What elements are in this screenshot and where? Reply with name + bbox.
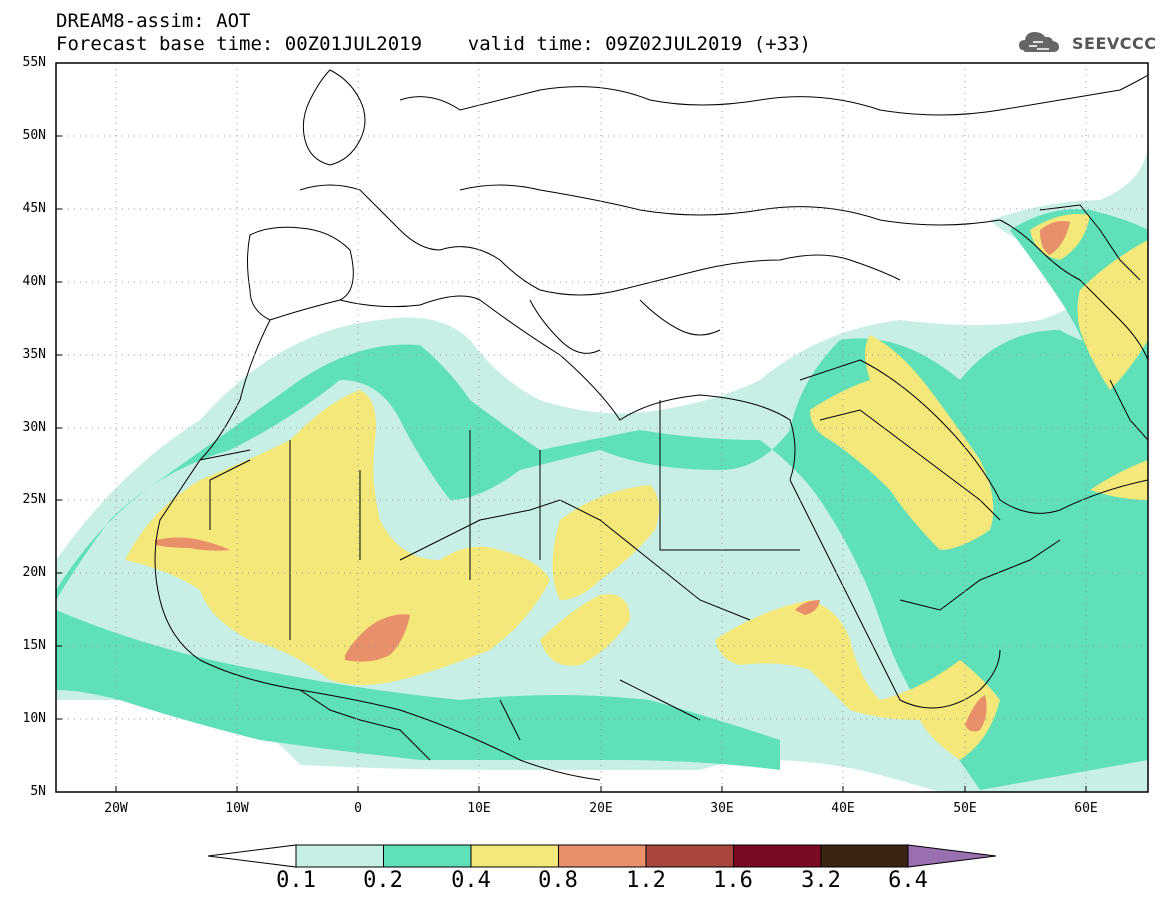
colorbar-label: 0.2 bbox=[363, 868, 403, 893]
aot-0.4-arabia bbox=[810, 335, 994, 550]
aot-0.8-niger bbox=[345, 614, 410, 662]
aot-0.8-turkmen bbox=[1040, 221, 1070, 255]
colorbar-cell bbox=[470, 844, 559, 868]
aot-0.4-chad bbox=[540, 594, 630, 666]
lon-label: 40E bbox=[831, 801, 855, 816]
lon-label: 30E bbox=[710, 801, 734, 816]
lat-label: 30N bbox=[22, 420, 46, 435]
cloud-logo-icon bbox=[1019, 32, 1059, 52]
colorbar-cell bbox=[558, 844, 647, 868]
colorbar-cell bbox=[383, 844, 472, 868]
colorbar-cell bbox=[733, 844, 822, 868]
lat-label: 45N bbox=[22, 201, 46, 216]
colorbar-label: 3.2 bbox=[801, 868, 841, 893]
lon-label: 0 bbox=[354, 801, 362, 816]
lon-label: 50E bbox=[953, 801, 977, 816]
colorbar-over-arrow bbox=[907, 844, 997, 868]
map-title: DREAM8-assim: AOT bbox=[56, 10, 251, 32]
aot-0.8-ethiopia bbox=[795, 600, 820, 615]
lat-label: 35N bbox=[22, 347, 46, 362]
colorbar-label: 1.6 bbox=[713, 868, 753, 893]
borders bbox=[154, 69, 1148, 781]
colorbar-cell bbox=[645, 844, 734, 868]
colorbar-label: 0.1 bbox=[276, 868, 316, 893]
lat-label: 10N bbox=[22, 711, 46, 726]
lat-label: 50N bbox=[22, 128, 46, 143]
lat-label: 55N bbox=[22, 55, 46, 70]
colorbar-label: 6.4 bbox=[888, 868, 928, 893]
colorbar-cell bbox=[295, 844, 384, 868]
colorbar-under-arrow bbox=[207, 844, 297, 868]
aot-0.8-somalia bbox=[965, 695, 987, 732]
map-frame bbox=[55, 62, 1149, 793]
forecast-time-line: Forecast base time: 00Z01JUL2019 valid t… bbox=[56, 33, 811, 55]
lat-label: 20N bbox=[22, 565, 46, 580]
colorbar-cell bbox=[820, 844, 909, 868]
lat-label: 15N bbox=[22, 638, 46, 653]
lat-label: 40N bbox=[22, 274, 46, 289]
lat-label: 25N bbox=[22, 492, 46, 507]
lon-label: 20E bbox=[589, 801, 613, 816]
aot-0.4-libya bbox=[552, 485, 659, 600]
colorbar-label: 1.2 bbox=[626, 868, 666, 893]
lon-label: 10W bbox=[225, 801, 249, 816]
logo-text: SEEVCCC bbox=[1072, 34, 1157, 53]
lon-label: 10E bbox=[467, 801, 491, 816]
lon-label: 60E bbox=[1074, 801, 1098, 816]
colorbar-label: 0.4 bbox=[451, 868, 491, 893]
aot-0.8-mauritania bbox=[155, 537, 230, 551]
colorbar-label: 0.8 bbox=[538, 868, 578, 893]
aot-0.4-iran bbox=[1077, 240, 1148, 390]
aot-0.4-west-sahara bbox=[125, 390, 550, 685]
lon-label: 20W bbox=[104, 801, 128, 816]
lat-label: 5N bbox=[30, 784, 46, 799]
aot-0.4-east bbox=[1090, 460, 1148, 500]
aot-0.4-sudan bbox=[715, 600, 1000, 760]
grid bbox=[56, 63, 1148, 792]
